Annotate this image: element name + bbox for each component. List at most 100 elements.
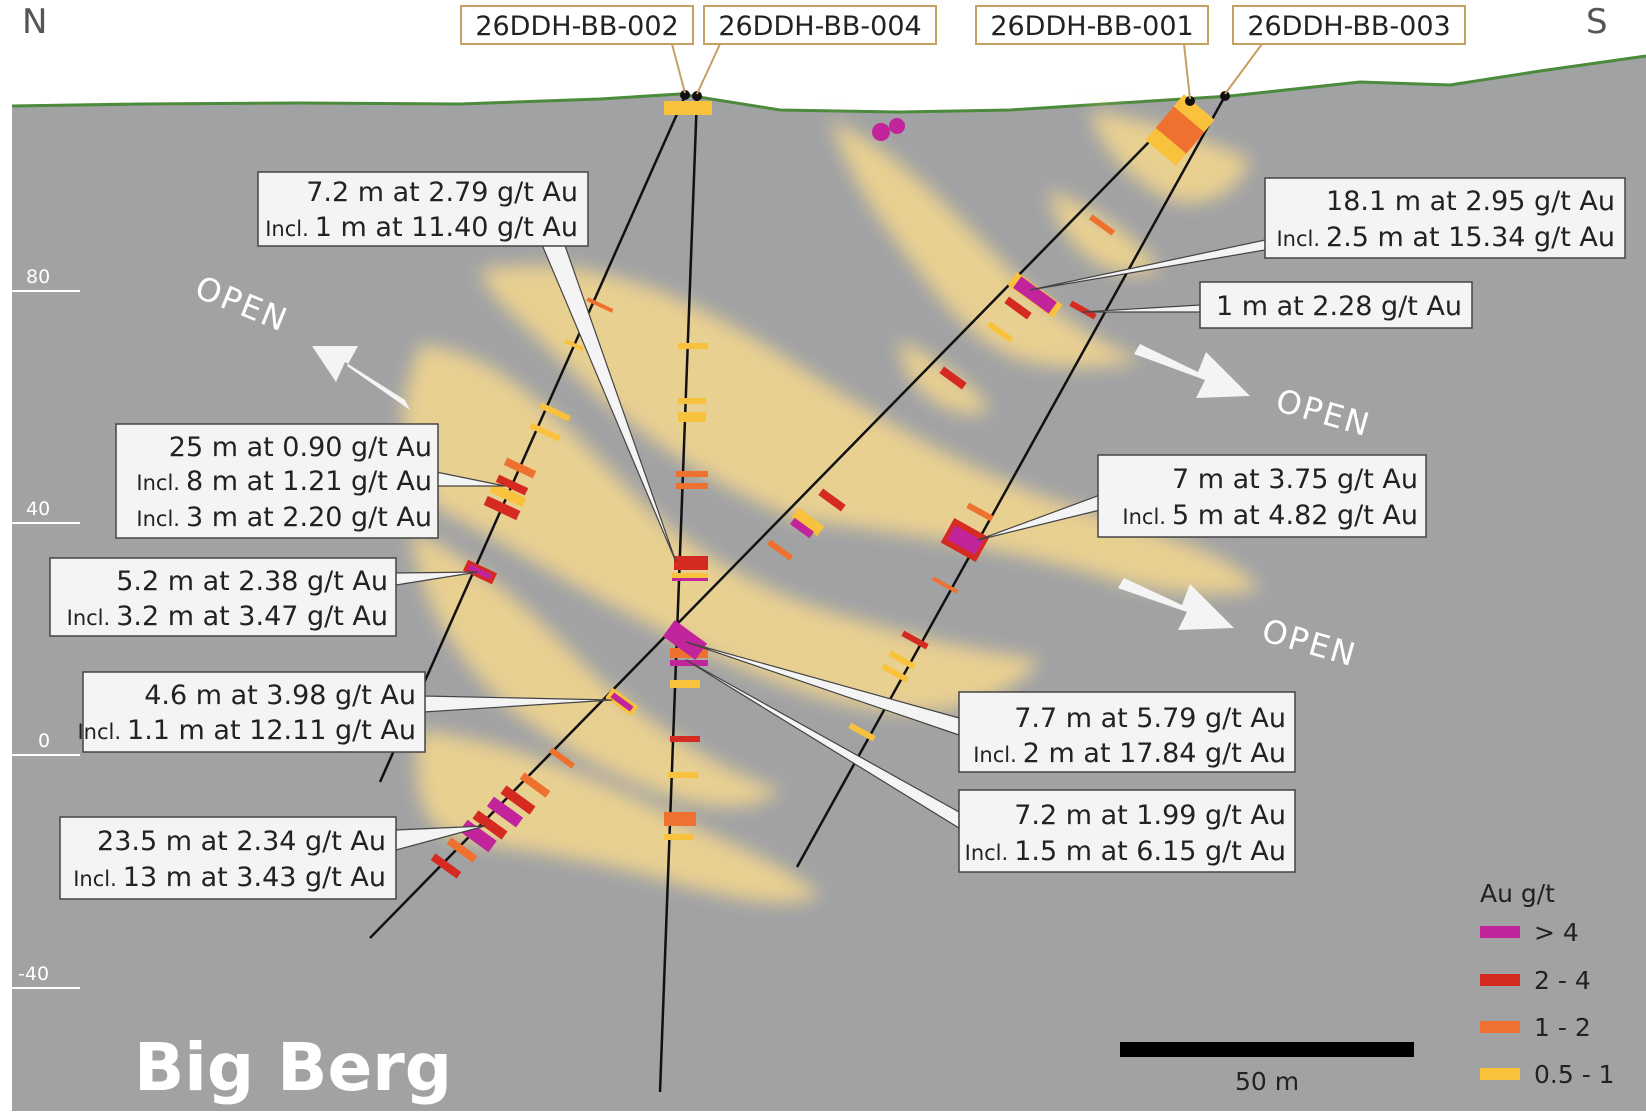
assay-interval — [610, 692, 634, 712]
intercept-incl: 3 m at 2.20 g/t Au — [186, 502, 432, 533]
intercept-incl: 2.5 m at 15.34 g/t Au — [1326, 222, 1615, 253]
incl-prefix: Incl. — [136, 471, 180, 495]
collar-markers — [680, 90, 1230, 106]
legend-swatch — [1480, 1021, 1520, 1033]
assay-interval — [564, 338, 584, 352]
open-arrow-se — [1118, 578, 1234, 630]
legend-swatch — [1480, 974, 1520, 986]
assay-interval — [1013, 276, 1057, 314]
elevation-label: 0 — [38, 730, 50, 752]
intercept-main: 7.2 m at 1.99 g/t Au — [1014, 800, 1286, 831]
drillhole-label: 26DDH-BB-002 — [475, 11, 678, 42]
mineralized-zone — [402, 345, 1041, 713]
svg-text:Incl.3.2 m at 3.47 g/t Au: Incl. 3.2 m at 3.47 g/t Au — [67, 601, 388, 632]
callout-leaders — [395, 239, 1266, 851]
incl-prefix: Incl. — [1276, 227, 1320, 251]
incl-prefix: Incl. — [136, 507, 180, 531]
assay-interval — [670, 660, 708, 666]
assay-interval — [467, 564, 493, 580]
assay-interval — [791, 507, 825, 537]
hole-label-leaders — [671, 43, 1263, 100]
drillhole-label: 26DDH-BB-003 — [1247, 11, 1450, 42]
svg-text:Incl.2.5 m at 15.34 g/t Au: Incl. 2.5 m at 15.34 g/t Au — [1276, 222, 1615, 253]
intercept-incl: 1 m at 11.40 g/t Au — [315, 212, 578, 243]
assay-interval — [678, 398, 706, 404]
drillhole-trace-001 — [369, 99, 1191, 939]
intercept-incl: 5 m at 4.82 g/t Au — [1172, 500, 1418, 531]
drillhole-labels: 26DDH-BB-002 26DDH-BB-004 26DDH-BB-001 2… — [460, 5, 1466, 45]
assay-interval — [1088, 214, 1116, 236]
assay-interval — [519, 772, 551, 798]
drillhole-label: 26DDH-BB-004 — [718, 11, 921, 42]
intercept-incl: 13 m at 3.43 g/t Au — [123, 862, 386, 893]
legend-swatch — [1480, 1068, 1520, 1080]
assay-interval — [489, 482, 527, 508]
open-arrows — [312, 344, 1250, 630]
assay-interval — [662, 620, 708, 660]
assay-interval — [548, 747, 576, 769]
assay-intervals — [430, 94, 1215, 879]
sample-dot — [889, 118, 905, 134]
incl-prefix: Incl. — [973, 743, 1017, 767]
assay-interval — [931, 576, 959, 594]
svg-text:Incl.2 m at 17.84 g/t Au: Incl. 2 m at 17.84 g/t Au — [973, 738, 1286, 769]
intercept-main: 25 m at 0.90 g/t Au — [169, 432, 432, 463]
assay-interval — [668, 772, 698, 778]
assay-interval — [1069, 300, 1097, 320]
legend: Au g/t > 4 2 - 4 1 - 2 0.5 - 1 — [1480, 879, 1615, 1089]
assay-interval — [483, 495, 521, 521]
intercept-incl: 3.2 m at 3.47 g/t Au — [116, 601, 388, 632]
intercept-callout: 18.1 m at 2.95 g/t Au Incl. 2.5 m at 15.3… — [1264, 177, 1626, 259]
collar-marker — [1185, 96, 1195, 106]
assay-interval — [664, 812, 696, 826]
intercept-callouts: 7.2 m at 2.79 g/t Au Incl. 1 m at 11.40 g… — [49, 171, 1626, 900]
svg-text:Incl.3 m at 2.20 g/t Au: Incl. 3 m at 2.20 g/t Au — [136, 502, 432, 533]
assay-interval — [939, 366, 967, 390]
assay-interval — [670, 680, 700, 688]
intercept-incl: 8 m at 1.21 g/t Au — [186, 466, 432, 497]
intercept-main: 7.7 m at 5.79 g/t Au — [1014, 703, 1286, 734]
collar-marker — [1220, 91, 1230, 101]
assay-interval — [503, 457, 537, 479]
svg-text:Incl.5 m at 4.82 g/t Au: Incl. 5 m at 4.82 g/t Au — [1122, 500, 1418, 531]
assay-interval — [986, 321, 1014, 343]
incl-prefix: Incl. — [965, 841, 1009, 865]
assay-interval — [888, 650, 916, 670]
elevation-label: 80 — [26, 266, 50, 288]
assay-interval — [529, 422, 561, 442]
elevation-label: 40 — [26, 498, 50, 520]
assay-interval — [901, 630, 929, 650]
assay-interval — [848, 722, 876, 742]
intercept-callout: 7 m at 3.75 g/t Au Incl. 5 m at 4.82 g/t … — [1097, 454, 1427, 538]
collar-marker — [680, 90, 690, 100]
svg-text:Incl.8 m at 1.21 g/t Au: Incl. 8 m at 1.21 g/t Au — [136, 466, 432, 497]
incl-prefix: Incl. — [1122, 505, 1166, 529]
mineralized-zone — [416, 730, 820, 903]
assay-interval — [676, 471, 708, 477]
incl-prefix: Incl. — [73, 867, 117, 891]
intercept-main: 5.2 m at 2.38 g/t Au — [116, 566, 388, 597]
elevation-axis — [12, 290, 80, 989]
mineralized-zone — [830, 120, 1140, 368]
svg-text:Incl.1.5 m at 6.15 g/t Au: Incl. 1.5 m at 6.15 g/t Au — [965, 836, 1286, 867]
incl-prefix: Incl. — [77, 720, 121, 744]
intercept-callout: 7.7 m at 5.79 g/t Au Incl. 2 m at 17.84 g… — [958, 691, 1296, 773]
assay-interval — [430, 853, 462, 879]
assay-interval — [818, 488, 846, 512]
south-label: S — [1586, 2, 1608, 42]
section-title: Big Berg — [134, 1029, 452, 1106]
intercept-callout: 1 m at 2.28 g/t Au — [1199, 281, 1473, 329]
intercept-callout: 5.2 m at 2.38 g/t Au Incl. 3.2 m at 3.47 … — [49, 557, 397, 637]
assay-interval — [486, 796, 524, 828]
intercept-callout: 25 m at 0.90 g/t Au Incl. 8 m at 1.21 g/t… — [115, 423, 439, 539]
assay-interval — [678, 412, 706, 422]
intercept-callout: 23.5 m at 2.34 g/t Au Incl. 13 m at 3.43 … — [59, 816, 397, 900]
intercept-main: 18.1 m at 2.95 g/t Au — [1326, 186, 1615, 217]
assay-interval — [766, 539, 794, 561]
assay-interval — [500, 785, 536, 815]
assay-interval — [664, 834, 694, 840]
assay-interval — [586, 297, 614, 313]
elevation-label: -40 — [18, 963, 49, 985]
drillhole-trace-002 — [378, 95, 687, 783]
topography-line — [11, 54, 1646, 114]
